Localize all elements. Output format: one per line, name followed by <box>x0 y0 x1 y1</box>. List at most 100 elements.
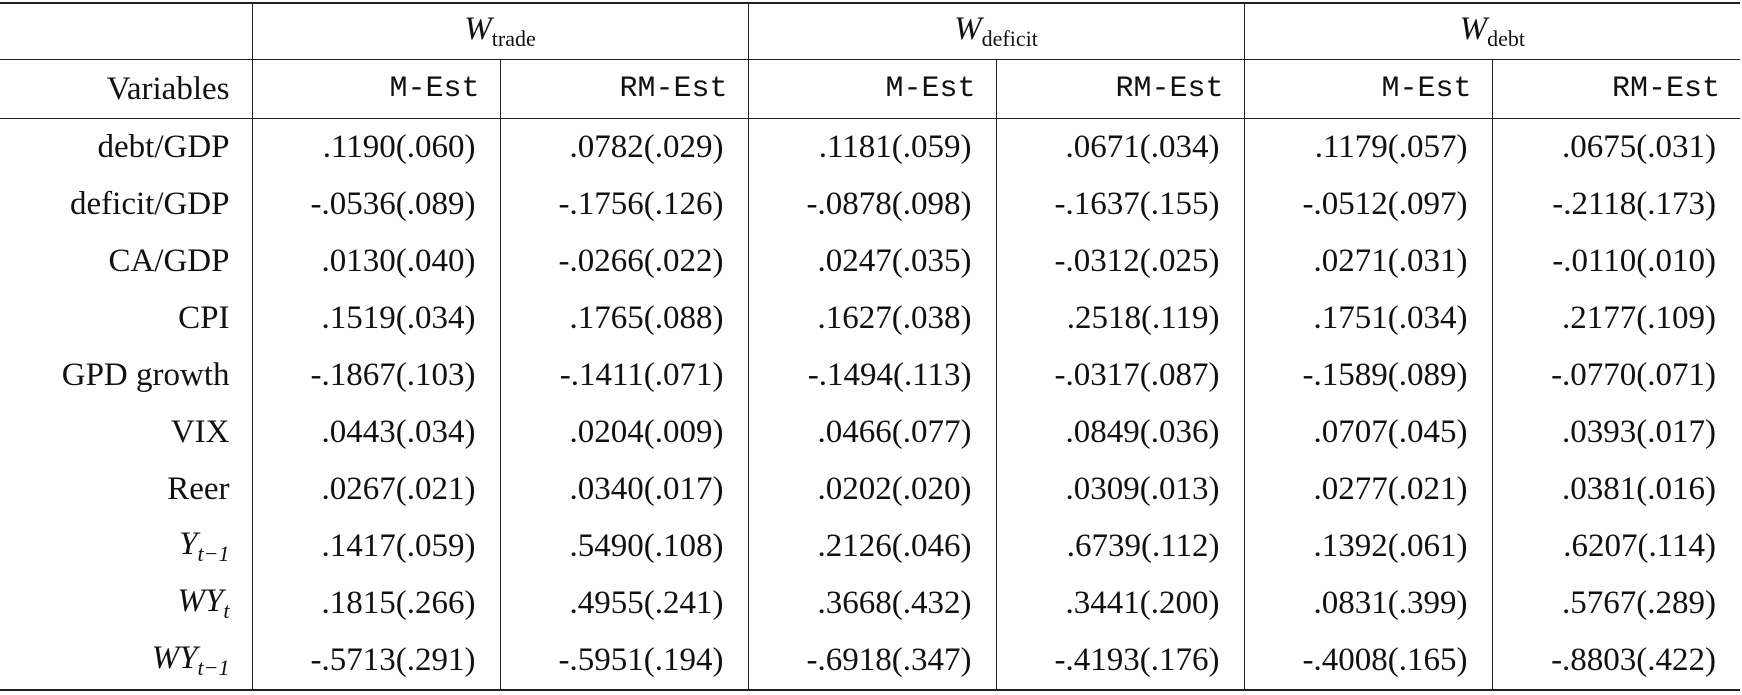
estimate-cell: .0393(.017) <box>1491 404 1741 461</box>
row-label: VIX <box>0 404 252 461</box>
estimate-cell: .5767(.289) <box>1491 575 1741 632</box>
group-symbol: W <box>1459 11 1488 47</box>
estimate-cell: .0340(.017) <box>499 461 748 518</box>
data-row: CPI .1519(.034) .1765(.088) .1627(.038) .251… <box>0 290 1741 347</box>
estimate-cell: -.1494(.113) <box>747 347 996 404</box>
group-subscript: deficit <box>981 26 1038 51</box>
estimate-cell: .0466(.077) <box>747 404 996 461</box>
estimate-cell: -.4008(.165) <box>1243 632 1493 691</box>
estimate-cell: .1815(.266) <box>251 575 500 632</box>
estimate-cell: .6207(.114) <box>1491 518 1741 575</box>
estimate-cell: .0267(.021) <box>251 461 500 518</box>
row-label: GPD growth <box>0 347 252 404</box>
row-label: deficit/GDP <box>0 176 252 233</box>
label-subscript: t−1 <box>197 655 230 680</box>
estimate-cell: -.5713(.291) <box>251 632 500 691</box>
estimate-cell: -.1637(.155) <box>995 176 1245 233</box>
estimate-cell: .1751(.034) <box>1243 290 1493 347</box>
empty-cell <box>0 2 252 60</box>
estimate-cell: .0202(.020) <box>747 461 996 518</box>
label-subscript: t <box>223 598 230 623</box>
data-row: WYt−1 -.5713(.291) -.5951(.194) -.6918(.347… <box>0 632 1741 691</box>
estimate-cell: -.1411(.071) <box>499 347 748 404</box>
estimate-cell: .0130(.040) <box>251 233 500 290</box>
estimate-cell: .0831(.399) <box>1243 575 1493 632</box>
estimate-cell: .0675(.031) <box>1491 118 1741 176</box>
estimate-cell: -.0536(.089) <box>251 176 500 233</box>
estimate-cell: .1417(.059) <box>251 518 500 575</box>
estimate-cell: .0671(.034) <box>995 118 1245 176</box>
estimate-cell: .1181(.059) <box>747 118 996 176</box>
subheader-row: Variables M-Est RM-Est M-Est RM-Est M-Est RM-E… <box>0 59 1741 119</box>
data-row: VIX .0443(.034) .0204(.009) .0466(.077) .084… <box>0 404 1741 461</box>
label-main: CPI <box>178 300 230 336</box>
data-row: Reer .0267(.021) .0340(.017) .0202(.020) .03… <box>0 461 1741 518</box>
group-header: Wtrade <box>251 2 748 60</box>
estimate-cell: -.4193(.176) <box>995 632 1245 691</box>
estimate-cell: -.0110(.010) <box>1491 233 1741 290</box>
label-subscript: t−1 <box>197 541 230 566</box>
group-header: Wdeficit <box>747 2 1245 60</box>
estimate-cell: .0849(.036) <box>995 404 1245 461</box>
estimate-cell: -.0312(.025) <box>995 233 1245 290</box>
estimate-cell: .0381(.016) <box>1491 461 1741 518</box>
group-symbol: W <box>464 11 492 47</box>
estimate-cell: -.0512(.097) <box>1243 176 1493 233</box>
row-label: WYt <box>0 575 252 632</box>
estimate-cell: -.0266(.022) <box>499 233 748 290</box>
label-main: VIX <box>170 414 230 450</box>
estimate-cell: .0309(.013) <box>995 461 1245 518</box>
estimate-cell: .1627(.038) <box>747 290 996 347</box>
estimate-cell: .2126(.046) <box>747 518 996 575</box>
estimate-cell: -.2118(.173) <box>1491 176 1741 233</box>
estimate-cell: -.0878(.098) <box>747 176 996 233</box>
data-row: Yt−1.1417(.059) .5490(.108) .2126(.046) .67… <box>0 518 1741 575</box>
stub-header: Variables <box>0 59 252 119</box>
data-row: CA/GDP .0130(.040) -.0266(.022) .0247(.035)… <box>0 233 1741 290</box>
estimate-cell: .1765(.088) <box>499 290 748 347</box>
label-main: CA/GDP <box>108 243 230 279</box>
label-main: GPD growth <box>61 357 230 393</box>
label-main: debt/GDP <box>97 129 230 165</box>
column-header: RM-Est <box>1491 59 1741 119</box>
column-header: M-Est <box>251 59 500 119</box>
row-label: debt/GDP <box>0 119 252 177</box>
group-header: Wdebt <box>1243 2 1741 60</box>
estimate-cell: -.1589(.089) <box>1243 347 1493 404</box>
estimate-cell: -.8803(.422) <box>1491 632 1741 691</box>
estimate-cell: .0443(.034) <box>251 404 500 461</box>
estimate-cell: .2177(.109) <box>1491 290 1741 347</box>
estimate-cell: -.0770(.071) <box>1491 347 1741 404</box>
label-main: WY <box>177 583 224 619</box>
estimate-cell: .3441(.200) <box>995 575 1245 632</box>
row-label: CA/GDP <box>0 233 252 290</box>
estimate-cell: -.5951(.194) <box>499 632 748 691</box>
estimate-cell: .0707(.045) <box>1243 404 1493 461</box>
estimate-cell: .1179(.057) <box>1243 118 1493 176</box>
data-row: deficit/GDP -.0536(.089) -.1756(.126) -.087… <box>0 176 1741 233</box>
estimate-cell: .6739(.112) <box>995 518 1245 575</box>
column-header: M-Est <box>1243 59 1493 119</box>
data-row: debt/GDP .1190(.060) .0782(.029) .1181(.059… <box>0 118 1741 177</box>
column-header: RM-Est <box>995 59 1245 119</box>
group-symbol: W <box>954 11 982 47</box>
estimate-cell: .4955(.241) <box>499 575 748 632</box>
estimate-cell: -.1867(.103) <box>251 347 500 404</box>
group-subscript: trade <box>491 26 536 51</box>
row-label: Yt−1 <box>0 518 252 575</box>
estimate-cell: .0782(.029) <box>499 118 748 176</box>
estimate-cell: -.0317(.087) <box>995 347 1245 404</box>
estimate-cell: .2518(.119) <box>995 290 1245 347</box>
estimate-cell: .0204(.009) <box>499 404 748 461</box>
estimate-cell: .0277(.021) <box>1243 461 1493 518</box>
data-row: WYt .1815(.266) .4955(.241) .3668(.432) .344… <box>0 575 1741 632</box>
estimate-cell: -.1756(.126) <box>499 176 748 233</box>
estimate-cell: .1519(.034) <box>251 290 500 347</box>
estimate-cell: .0271(.031) <box>1243 233 1493 290</box>
data-row: GPD growth -.1867(.103) -.1411(.071) -.1494… <box>0 347 1741 404</box>
label-main: deficit/GDP <box>70 186 230 222</box>
estimate-cell: .5490(.108) <box>499 518 748 575</box>
